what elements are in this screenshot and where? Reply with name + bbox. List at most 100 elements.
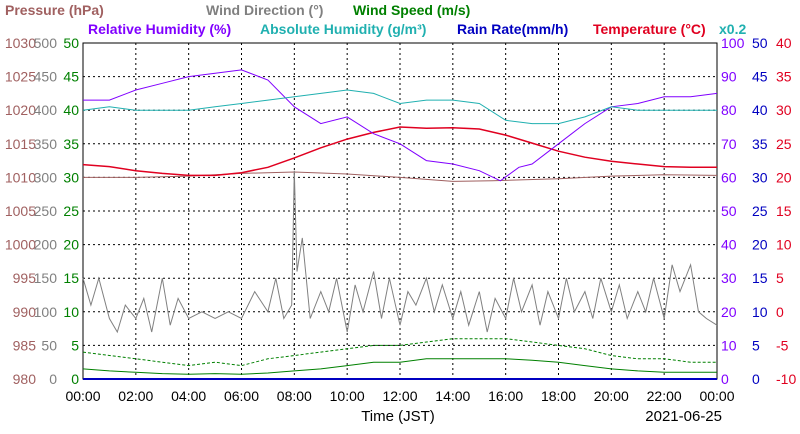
y-tick-label-wind_speed: 40 [63, 102, 79, 118]
y-tick-label-humidity: 10 [721, 337, 737, 353]
y-tick-label-wind_direction: 150 [34, 270, 58, 286]
y-tick-label-temperature: 5 [776, 270, 784, 286]
y-tick-label-rain_rate: 10 [752, 304, 768, 320]
y-tick-label-pressure: 1020 [5, 102, 36, 118]
y-tick-label-pressure: 980 [13, 371, 37, 387]
y-tick-label-humidity: 50 [721, 203, 737, 219]
series-wind-direction [82, 170, 718, 334]
series-wind-speed-avg [82, 358, 717, 375]
y-tick-label-wind_speed: 20 [63, 237, 79, 253]
y-tick-label-wind_direction: 400 [34, 102, 58, 118]
grid [82, 42, 718, 380]
y-tick-label-pressure: 1015 [5, 136, 36, 152]
y-tick-label-pressure: 1025 [5, 69, 36, 85]
x-axis-label: Time (JST) [361, 408, 435, 425]
y-tick-label-humidity: 30 [721, 270, 737, 286]
x-tick-label: 12:00 [382, 388, 417, 404]
axes: 9809859909951000100510101015102010251030… [5, 35, 797, 404]
x-tick-label: 08:00 [277, 388, 312, 404]
y-tick-label-rain_rate: 25 [752, 203, 768, 219]
y-tick-label-pressure: 1005 [5, 203, 36, 219]
y-tick-label-temperature: 30 [776, 102, 792, 118]
series-absolute-humidity-x0-2 [82, 89, 717, 125]
x-tick-label: 02:00 [118, 388, 153, 404]
y-tick-label-wind_direction: 250 [34, 203, 58, 219]
x-tick-label: 22:00 [647, 388, 682, 404]
x-tick-label: 20:00 [594, 388, 629, 404]
y-tick-label-pressure: 990 [13, 304, 37, 320]
series-layer [82, 69, 718, 375]
x-tick-label: 04:00 [171, 388, 206, 404]
y-tick-label-wind_speed: 35 [63, 136, 79, 152]
y-tick-label-humidity: 0 [721, 371, 729, 387]
y-tick-label-rain_rate: 20 [752, 237, 768, 253]
y-tick-label-pressure: 985 [13, 337, 37, 353]
y-tick-label-temperature: 15 [776, 203, 792, 219]
legend-entry: Rain Rate(mm/h) [457, 21, 568, 37]
y-tick-label-temperature: 25 [776, 136, 792, 152]
y-tick-label-temperature: 10 [776, 237, 792, 253]
y-tick-label-wind_direction: 300 [34, 169, 58, 185]
y-tick-label-temperature: 40 [776, 35, 792, 51]
x-tick-label: 18:00 [541, 388, 576, 404]
y-tick-label-temperature: 0 [776, 304, 784, 320]
x-tick-label: 14:00 [435, 388, 470, 404]
y-tick-label-wind_speed: 5 [71, 337, 79, 353]
y-tick-label-humidity: 80 [721, 102, 737, 118]
y-tick-label-rain_rate: 15 [752, 270, 768, 286]
y-tick-label-humidity: 70 [721, 136, 737, 152]
legend-entry: Temperature (°C) [593, 21, 706, 37]
y-tick-label-wind_direction: 100 [34, 304, 58, 320]
y-tick-label-humidity: 20 [721, 304, 737, 320]
legend-entry: Wind Direction (°) [206, 2, 323, 18]
series-wind-speed-max [82, 338, 717, 367]
y-tick-label-wind_direction: 450 [34, 69, 58, 85]
y-tick-label-wind_speed: 10 [63, 304, 79, 320]
y-tick-label-humidity: 100 [721, 35, 745, 51]
y-tick-label-temperature: -10 [776, 371, 796, 387]
y-tick-label-wind_speed: 30 [63, 169, 79, 185]
y-tick-label-pressure: 1010 [5, 169, 36, 185]
y-tick-label-rain_rate: 35 [752, 136, 768, 152]
y-tick-label-wind_speed: 50 [63, 35, 79, 51]
x-tick-label: 16:00 [488, 388, 523, 404]
y-tick-label-pressure: 1000 [5, 237, 36, 253]
y-tick-label-humidity: 90 [721, 69, 737, 85]
y-tick-label-wind_direction: 50 [41, 337, 57, 353]
y-tick-label-temperature: -5 [776, 337, 789, 353]
y-tick-label-pressure: 1030 [5, 35, 36, 51]
y-tick-label-wind_speed: 0 [71, 371, 79, 387]
y-tick-label-temperature: 35 [776, 69, 792, 85]
y-tick-label-rain_rate: 40 [752, 102, 768, 118]
legend-entry: Absolute Humidity (g/m³) [260, 21, 426, 37]
y-tick-label-rain_rate: 0 [752, 371, 760, 387]
x-tick-label: 10:00 [330, 388, 365, 404]
series-relative-humidity [83, 69, 718, 182]
y-tick-label-rain_rate: 50 [752, 35, 768, 51]
y-tick-label-wind_direction: 200 [34, 237, 58, 253]
y-tick-label-wind_direction: 350 [34, 136, 58, 152]
x-tick-label: 06:00 [224, 388, 259, 404]
x-tick-label: 00:00 [65, 388, 100, 404]
y-tick-label-wind_direction: 0 [49, 371, 57, 387]
legend-entry: Wind Speed (m/s) [353, 2, 470, 18]
y-tick-label-wind_speed: 15 [63, 270, 79, 286]
y-tick-label-pressure: 995 [13, 270, 37, 286]
y-tick-label-wind_speed: 45 [63, 69, 79, 85]
legend-entry: Pressure (hPa) [5, 2, 104, 18]
y-tick-label-rain_rate: 30 [752, 169, 768, 185]
y-tick-label-rain_rate: 5 [752, 337, 760, 353]
legend-entry: x0.2 [719, 21, 746, 37]
y-tick-label-wind_speed: 25 [63, 203, 79, 219]
series-temperature [82, 126, 717, 177]
y-tick-label-humidity: 40 [721, 237, 737, 253]
date-label: 2021-06-25 [645, 408, 722, 425]
x-tick-label: 00:00 [699, 388, 734, 404]
y-tick-label-wind_direction: 500 [34, 35, 58, 51]
y-tick-label-temperature: 20 [776, 169, 792, 185]
y-tick-label-humidity: 60 [721, 169, 737, 185]
legend-entry: Relative Humidity (%) [88, 21, 231, 37]
y-tick-label-rain_rate: 45 [752, 69, 768, 85]
legend: Pressure (hPa) Wind Direction (°) Wind Spe… [5, 2, 746, 37]
